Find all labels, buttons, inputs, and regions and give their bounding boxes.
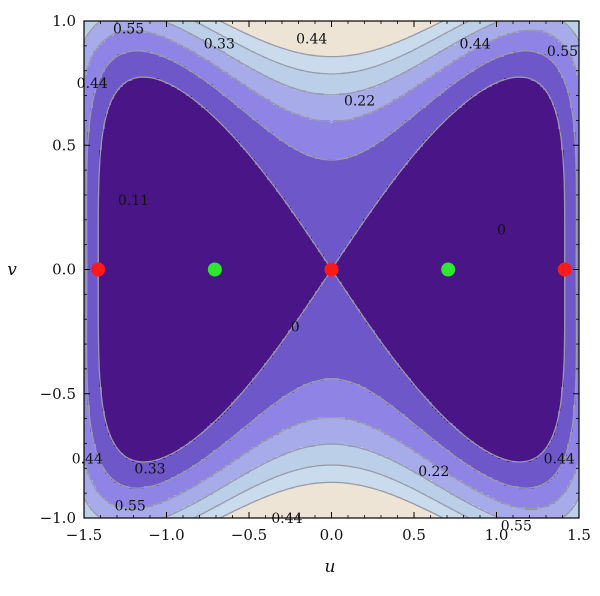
critical-point (557, 262, 572, 277)
critical-point (324, 262, 339, 277)
axis-layer: −1.5 −1.0 −0.5 0.0 0.5 1.0 1.51.00.50.0−0.5−1.… (40, 12, 591, 544)
x-tick-label: −1.5 (66, 526, 102, 544)
y-tick-label: 1.0 (52, 12, 76, 30)
contour-label: 0.11 (118, 193, 149, 209)
contour-label: 0.55 (547, 44, 578, 60)
contour-label: 0.33 (204, 36, 235, 52)
contour-line-0-33 (84, 21, 579, 518)
y-tick-label: 0.0 (52, 261, 76, 279)
x-tick-label: 0.0 (320, 526, 344, 544)
critical-point (91, 262, 106, 277)
x-axis-title: u (325, 557, 336, 577)
critical-point-layer (91, 262, 572, 277)
x-tick-label: −0.5 (231, 526, 267, 544)
contour-label: 0.55 (113, 21, 144, 37)
contour-label: 0.33 (134, 461, 165, 477)
contour-label: 0.44 (296, 31, 327, 47)
contour-line-0-22 (84, 29, 579, 510)
contour-label: 0.44 (544, 451, 575, 467)
contour-label: 0.44 (77, 76, 108, 92)
contour-label: 0 (497, 223, 506, 239)
contour-line-0-11 (85, 50, 578, 489)
contour-label: 0.22 (344, 94, 375, 110)
x-tick-label: 0.5 (402, 526, 426, 544)
contour-line-layer (84, 21, 579, 518)
contour-label: 0.44 (72, 451, 103, 467)
contour-label: 0.44 (459, 36, 490, 52)
critical-point (441, 262, 456, 277)
y-tick-label: −1.0 (40, 509, 76, 527)
contour-line-0 (97, 76, 566, 463)
contour-label: 0.44 (271, 511, 302, 527)
critical-point (207, 262, 222, 277)
y-tick-label: 0.5 (52, 136, 76, 154)
x-tick-label: 1.5 (567, 526, 591, 544)
y-tick-label: −0.5 (40, 385, 76, 403)
x-tick-label: 1.0 (485, 526, 509, 544)
contour-label: 0 (291, 320, 300, 336)
contour-line-0-55 (218, 21, 445, 518)
contour-label: 0.55 (115, 499, 146, 515)
contour-label: 0.22 (418, 464, 449, 480)
x-tick-label: −1.0 (148, 526, 184, 544)
contour-label: 0.55 (501, 518, 532, 534)
y-axis-title: v (7, 260, 17, 280)
